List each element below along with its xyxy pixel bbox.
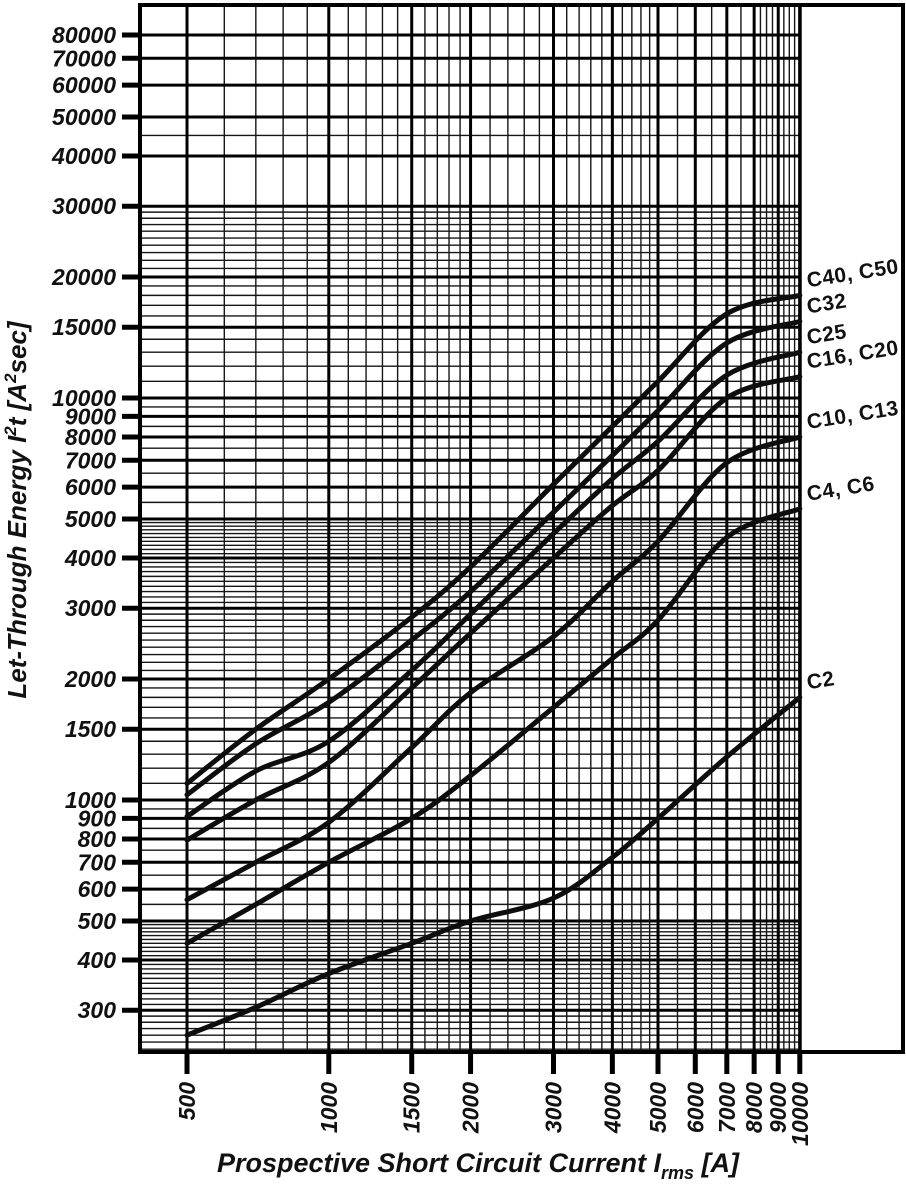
plot-frame (138, 3, 905, 1054)
y-tick-label-10000: 10000 (52, 385, 116, 411)
y-tick-label-7000: 7000 (65, 447, 116, 473)
y-tick-label-700: 700 (78, 849, 117, 875)
y-tick-label-400: 400 (77, 947, 117, 973)
curve-label-c40-c50: C40, C50 (805, 255, 900, 292)
y-tick-label-80000: 80000 (52, 22, 116, 48)
x-tick-label-10000: 10000 (787, 1082, 813, 1146)
y-tick-label-6000: 6000 (65, 474, 116, 500)
axis-ticks (122, 32, 803, 1074)
y-tick-label-2000: 2000 (64, 666, 116, 692)
x-tick-label-6000: 6000 (682, 1082, 708, 1133)
outer-frame (138, 3, 905, 1054)
y-tick-label-30000: 30000 (52, 193, 116, 219)
y-tick-label-3000: 3000 (65, 595, 116, 621)
curve-c32 (184, 319, 803, 798)
y-tick-label-300: 300 (78, 997, 117, 1023)
y-tick-label-20000: 20000 (51, 264, 116, 290)
x-tick-label-9000: 9000 (765, 1082, 791, 1133)
y-tick-label-50000: 50000 (52, 104, 116, 130)
y-tick-label-70000: 70000 (52, 45, 116, 71)
y-tick-label-1000: 1000 (65, 787, 116, 813)
curve-c40-c50 (184, 292, 803, 786)
curve-label-c10-c13: C10, C13 (805, 397, 900, 434)
curve-label-c32: C32 (805, 289, 848, 318)
y-tick-label-8000: 8000 (65, 424, 116, 450)
x-tick-label-7000: 7000 (714, 1082, 740, 1133)
x-tick-label-1000: 1000 (316, 1082, 342, 1133)
curve-c4-c6 (184, 506, 803, 946)
x-tick-label-8000: 8000 (741, 1082, 767, 1133)
y-tick-label-500: 500 (78, 908, 117, 934)
x-tick-label-4000: 4000 (599, 1082, 625, 1134)
y-tick-label-40000: 40000 (51, 143, 116, 169)
x-tick-label-1500: 1500 (399, 1082, 425, 1133)
y-tick-label-60000: 60000 (52, 72, 116, 98)
x-axis-title: Prospective Short Circuit Current Irms [… (217, 1148, 740, 1183)
x-tick-label-5000: 5000 (645, 1082, 671, 1133)
curve-label-c2: C2 (805, 667, 836, 694)
curve-c10-c13 (184, 434, 803, 903)
curve-c2 (184, 694, 803, 1038)
trip-curves (184, 292, 803, 1038)
grid-major-lines (140, 5, 802, 1052)
y-tick-label-15000: 15000 (52, 314, 116, 340)
x-tick-label-500: 500 (174, 1082, 200, 1121)
curve-label-c4-c6: C4, C6 (805, 472, 876, 505)
y-tick-label-800: 800 (78, 826, 117, 852)
y-tick-label-900: 900 (78, 805, 117, 831)
x-tick-label-2000: 2000 (458, 1082, 484, 1134)
y-tick-label-9000: 9000 (65, 403, 116, 429)
y-axis-title: Let-Through Energy I2t [A2sec] (1, 320, 32, 699)
y-tick-label-4000: 4000 (64, 545, 116, 571)
y-tick-label-600: 600 (78, 876, 117, 902)
y-tick-label-5000: 5000 (65, 506, 116, 532)
x-tick-label-3000: 3000 (541, 1082, 567, 1133)
curve-c16-c20 (184, 374, 803, 843)
y-tick-label-1500: 1500 (65, 716, 116, 742)
curve-c25 (184, 349, 803, 819)
